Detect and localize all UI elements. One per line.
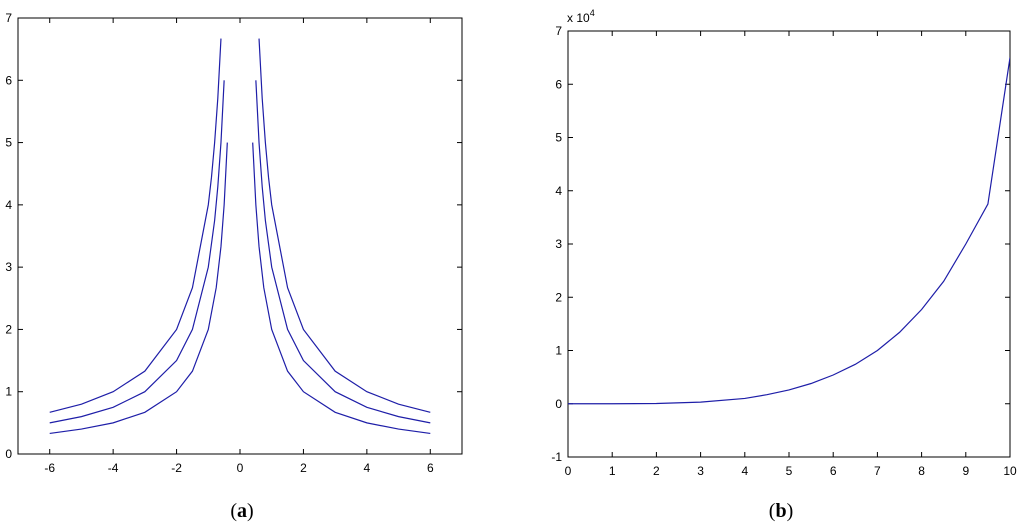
x-tick-label: 5	[786, 464, 793, 478]
y-tick-label: 5	[5, 136, 12, 150]
x-tick-label: 6	[427, 461, 434, 475]
panel-a-series	[49, 38, 431, 435]
y-tick-label: 2	[5, 322, 12, 336]
x-tick-label: 6	[830, 464, 837, 478]
y-tick-label: 0	[5, 447, 12, 461]
y-tick-label: 2	[555, 290, 562, 304]
panel-b-series	[568, 57, 1010, 405]
panel-a-chart: -6 -4 -2 0 2 4 6 0 1 2 3 4 5 6 7	[5, 11, 463, 475]
y-tick-label: -1	[551, 450, 562, 464]
y-tick-label: 5	[555, 131, 562, 145]
panel-b-plot-frame	[567, 30, 1011, 458]
panel-a-plot-frame	[17, 17, 463, 455]
x-tick-label: -4	[108, 461, 119, 475]
y-tick-label: 7	[5, 11, 12, 25]
y-tick-label: 4	[5, 198, 12, 212]
x-tick-label: 7	[874, 464, 881, 478]
x-tick-label: 2	[300, 461, 307, 475]
x-tick-label: 9	[962, 464, 969, 478]
y-tick-label: 6	[555, 77, 562, 91]
panel-b-caption: (b)	[769, 500, 793, 522]
series-line-3	[49, 38, 222, 413]
x-tick-label: -6	[44, 461, 55, 475]
x-tick-label: -2	[171, 461, 182, 475]
x-tick-label: 4	[364, 461, 371, 475]
panel-a-ticks: -6 -4 -2 0 2 4 6 0 1 2 3 4 5 6 7	[5, 11, 462, 475]
y-tick-label: 1	[555, 344, 562, 358]
x-tick-label: 0	[565, 464, 572, 478]
x-tick-label: 2	[653, 464, 660, 478]
panel-a-caption: (a)	[230, 500, 253, 522]
series-line-2	[49, 80, 225, 424]
x-tick-label: 1	[609, 464, 616, 478]
panel-b-y-multiplier: x 104	[567, 8, 595, 25]
y-tick-label: 0	[555, 397, 562, 411]
series-line-1	[568, 57, 1010, 405]
series-line-5	[255, 80, 431, 424]
series-line-4	[252, 142, 431, 435]
y-tick-label: 7	[555, 24, 562, 38]
y-tick-label: 6	[5, 73, 12, 87]
series-line-6	[258, 38, 431, 413]
x-tick-label: 8	[918, 464, 925, 478]
x-tick-label: 0	[237, 461, 244, 475]
y-tick-label: 3	[5, 260, 12, 274]
x-tick-label: 10	[1003, 464, 1017, 478]
y-tick-label: 1	[5, 385, 12, 399]
x-tick-label: 4	[741, 464, 748, 478]
x-tick-label: 3	[697, 464, 704, 478]
y-tick-label: 3	[555, 237, 562, 251]
y-tick-label: 4	[555, 184, 562, 198]
series-line-1	[49, 142, 228, 435]
